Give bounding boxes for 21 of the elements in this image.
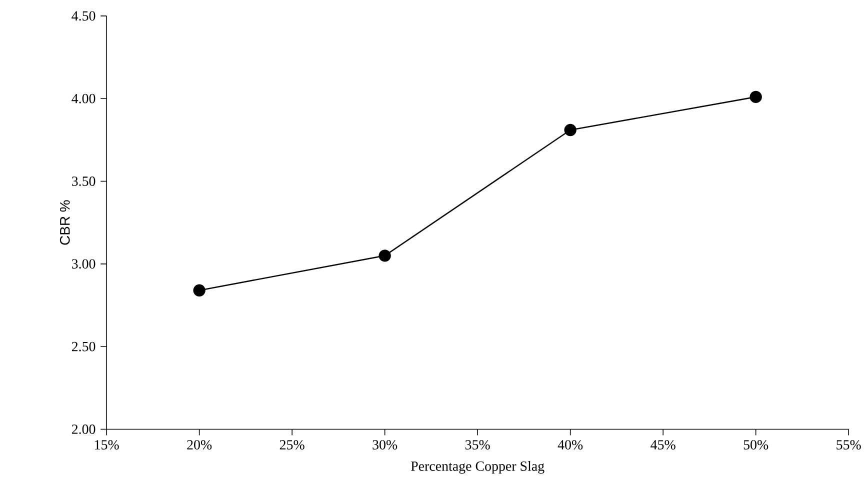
x-tick-label: 30%: [372, 440, 398, 450]
x-tick-label: 35%: [465, 440, 490, 450]
x-tick-label: 15%: [95, 440, 119, 450]
x-tick-label: 25%: [280, 440, 304, 450]
y-axis-title: CBR %: [60, 200, 70, 245]
y-tick-label: 2.00: [72, 424, 96, 434]
y-tick-label: 4.50: [72, 11, 96, 21]
x-tick-label: 50%: [744, 440, 768, 450]
x-tick-label: 40%: [558, 440, 583, 450]
y-tick-label: 2.50: [72, 342, 96, 352]
point: [750, 90, 762, 104]
x-tick-label: 55%: [836, 440, 861, 450]
y-tick-label: 4.00: [72, 94, 96, 104]
x-tick-label: 20%: [187, 440, 212, 450]
x-tick-label: 45%: [650, 440, 676, 450]
x-axis-title: Percentage Copper Slag: [411, 461, 544, 474]
point: [193, 284, 206, 296]
point: [564, 124, 576, 136]
point: [378, 250, 391, 262]
y-tick-label: 3.00: [72, 259, 96, 269]
y-tick-label: 3.50: [72, 176, 96, 186]
